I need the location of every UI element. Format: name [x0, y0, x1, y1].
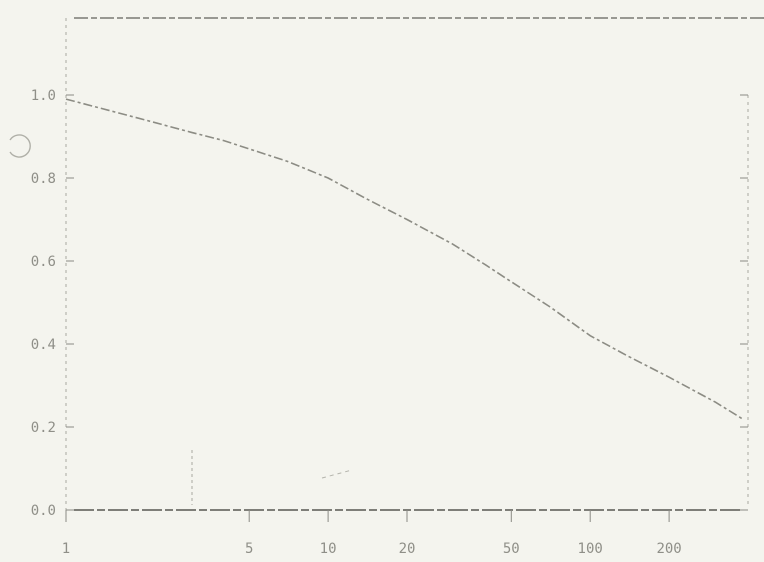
x-tick-label: 5	[245, 541, 253, 557]
x-tick-label: 1	[62, 541, 70, 557]
series-line	[65, 98, 743, 420]
stray-short-stroke	[321, 469, 353, 479]
series-layer	[65, 98, 743, 420]
x-tick-label: 200	[656, 541, 681, 557]
y-tick-label: 0.0	[31, 503, 56, 519]
y-tick-label: 1.0	[31, 88, 56, 104]
y-tick-label: 0.4	[31, 337, 56, 353]
y-axis-ticks: 0.0 0.2 0.4 0.6 0.8 1.0	[31, 88, 748, 519]
x-tick-label: 100	[578, 541, 603, 557]
x-tick-label: 20	[399, 541, 416, 557]
y-tick-label: 0.2	[31, 420, 56, 436]
x-axis-ticks: 1 5 10 20 50 100 200	[62, 510, 682, 557]
x-tick-label: 50	[503, 541, 520, 557]
y-tick-label: 0.8	[31, 171, 56, 187]
hole-punch-mark	[9, 134, 31, 158]
x-tick-label: 10	[320, 541, 337, 557]
y-tick-label: 0.6	[31, 254, 56, 270]
